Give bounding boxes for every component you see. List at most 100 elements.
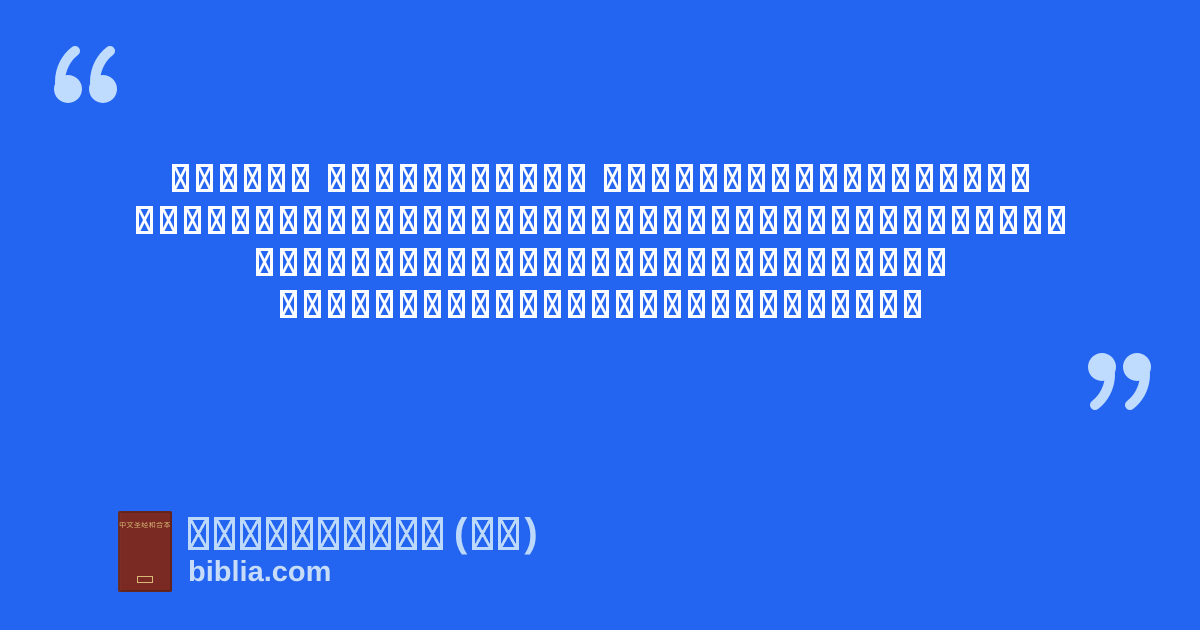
missing-glyph-box <box>699 164 717 192</box>
missing-glyph-box <box>303 290 321 318</box>
footer-text: () biblia.com <box>188 511 538 592</box>
missing-glyph-box <box>687 206 705 234</box>
missing-glyph-box <box>939 164 957 192</box>
missing-glyph-box <box>471 248 489 276</box>
missing-glyph-box <box>783 290 801 318</box>
missing-glyph-box <box>543 290 561 318</box>
missing-glyph-box <box>214 516 235 550</box>
missing-glyph-box <box>639 206 657 234</box>
missing-glyph-box <box>471 164 489 192</box>
quote-text <box>0 164 1200 332</box>
open-paren: ( <box>454 510 468 555</box>
missing-glyph-box <box>351 164 369 192</box>
missing-glyph-box <box>267 164 285 192</box>
missing-glyph-box <box>831 290 849 318</box>
missing-glyph-box <box>266 516 287 550</box>
missing-glyph-box <box>819 164 837 192</box>
close-quote-icon <box>1088 353 1151 410</box>
missing-glyph-box <box>135 206 153 234</box>
missing-glyph-box <box>375 206 393 234</box>
missing-glyph-box <box>159 206 177 234</box>
missing-glyph-box <box>183 206 201 234</box>
quote-line <box>0 290 1200 318</box>
missing-glyph-box <box>279 290 297 318</box>
missing-glyph-box <box>903 290 921 318</box>
missing-glyph-box <box>747 164 765 192</box>
missing-glyph-box <box>231 206 249 234</box>
missing-glyph-box <box>471 206 489 234</box>
missing-glyph-box <box>759 248 777 276</box>
missing-glyph-box <box>423 164 441 192</box>
missing-glyph-box <box>219 164 237 192</box>
quote-line <box>0 164 1200 192</box>
missing-glyph-box <box>771 164 789 192</box>
missing-glyph-box <box>567 290 585 318</box>
missing-glyph-box <box>447 206 465 234</box>
missing-glyph-box <box>495 248 513 276</box>
missing-glyph-box <box>399 248 417 276</box>
missing-glyph-box <box>567 164 585 192</box>
missing-glyph-box <box>344 516 365 550</box>
word-group <box>255 248 945 276</box>
close-paren: ) <box>524 510 538 555</box>
missing-glyph-box <box>423 248 441 276</box>
missing-glyph-box <box>303 206 321 234</box>
missing-glyph-box <box>543 164 561 192</box>
missing-glyph-box <box>855 248 873 276</box>
missing-glyph-box <box>891 164 909 192</box>
missing-glyph-box <box>375 164 393 192</box>
missing-glyph-box <box>327 248 345 276</box>
missing-glyph-box <box>519 290 537 318</box>
missing-glyph-box <box>171 164 189 192</box>
missing-glyph-box <box>687 290 705 318</box>
missing-glyph-box <box>370 516 391 550</box>
missing-glyph-box <box>759 290 777 318</box>
missing-glyph-box <box>927 206 945 234</box>
missing-glyph-box <box>188 516 209 550</box>
missing-glyph-box <box>498 516 520 550</box>
missing-glyph-box <box>843 164 861 192</box>
missing-glyph-box <box>519 164 537 192</box>
missing-glyph-box <box>543 248 561 276</box>
missing-glyph-box <box>651 164 669 192</box>
missing-glyph-box <box>591 248 609 276</box>
missing-glyph-box <box>519 248 537 276</box>
missing-glyph-box <box>639 248 657 276</box>
missing-glyph-box <box>603 164 621 192</box>
missing-glyph-box <box>351 248 369 276</box>
open-quote-icon <box>54 46 117 103</box>
missing-glyph-box <box>711 290 729 318</box>
missing-glyph-box <box>711 206 729 234</box>
missing-glyph-box <box>243 164 261 192</box>
missing-glyph-box <box>399 164 417 192</box>
missing-glyph-box <box>327 206 345 234</box>
word-group <box>135 206 1065 234</box>
missing-glyph-box <box>279 206 297 234</box>
missing-glyph-box <box>396 516 417 550</box>
missing-glyph-box <box>423 206 441 234</box>
missing-glyph-box <box>915 164 933 192</box>
missing-glyph-box <box>795 164 813 192</box>
missing-glyph-box <box>495 164 513 192</box>
missing-glyph-box <box>903 248 921 276</box>
missing-glyph-box <box>807 248 825 276</box>
missing-glyph-box <box>471 290 489 318</box>
missing-glyph-box <box>567 206 585 234</box>
missing-glyph-box <box>687 248 705 276</box>
missing-glyph-box <box>351 206 369 234</box>
quote-line <box>0 206 1200 234</box>
missing-glyph-box <box>711 248 729 276</box>
missing-glyph-box <box>495 206 513 234</box>
missing-glyph-box <box>987 164 1005 192</box>
missing-glyph-box <box>318 516 339 550</box>
missing-glyph-box <box>783 206 801 234</box>
missing-glyph-box <box>615 248 633 276</box>
missing-glyph-box <box>663 248 681 276</box>
missing-glyph-box <box>855 206 873 234</box>
missing-glyph-box <box>663 290 681 318</box>
missing-glyph-box <box>735 206 753 234</box>
missing-glyph-box <box>855 290 873 318</box>
missing-glyph-box <box>591 206 609 234</box>
missing-glyph-box <box>447 290 465 318</box>
